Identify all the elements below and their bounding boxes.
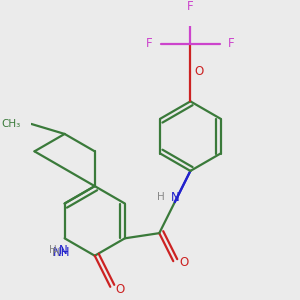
Text: H: H bbox=[157, 192, 164, 202]
Text: H: H bbox=[52, 248, 60, 257]
Text: F: F bbox=[228, 38, 235, 50]
Text: N: N bbox=[59, 244, 68, 257]
Text: CH₃: CH₃ bbox=[1, 119, 20, 129]
Text: H: H bbox=[49, 245, 57, 255]
Text: NH: NH bbox=[53, 246, 70, 259]
Text: O: O bbox=[115, 284, 124, 296]
Text: N: N bbox=[170, 191, 179, 204]
Text: F: F bbox=[187, 0, 194, 13]
Text: F: F bbox=[146, 38, 153, 50]
Text: O: O bbox=[180, 256, 189, 269]
Text: O: O bbox=[194, 65, 204, 78]
